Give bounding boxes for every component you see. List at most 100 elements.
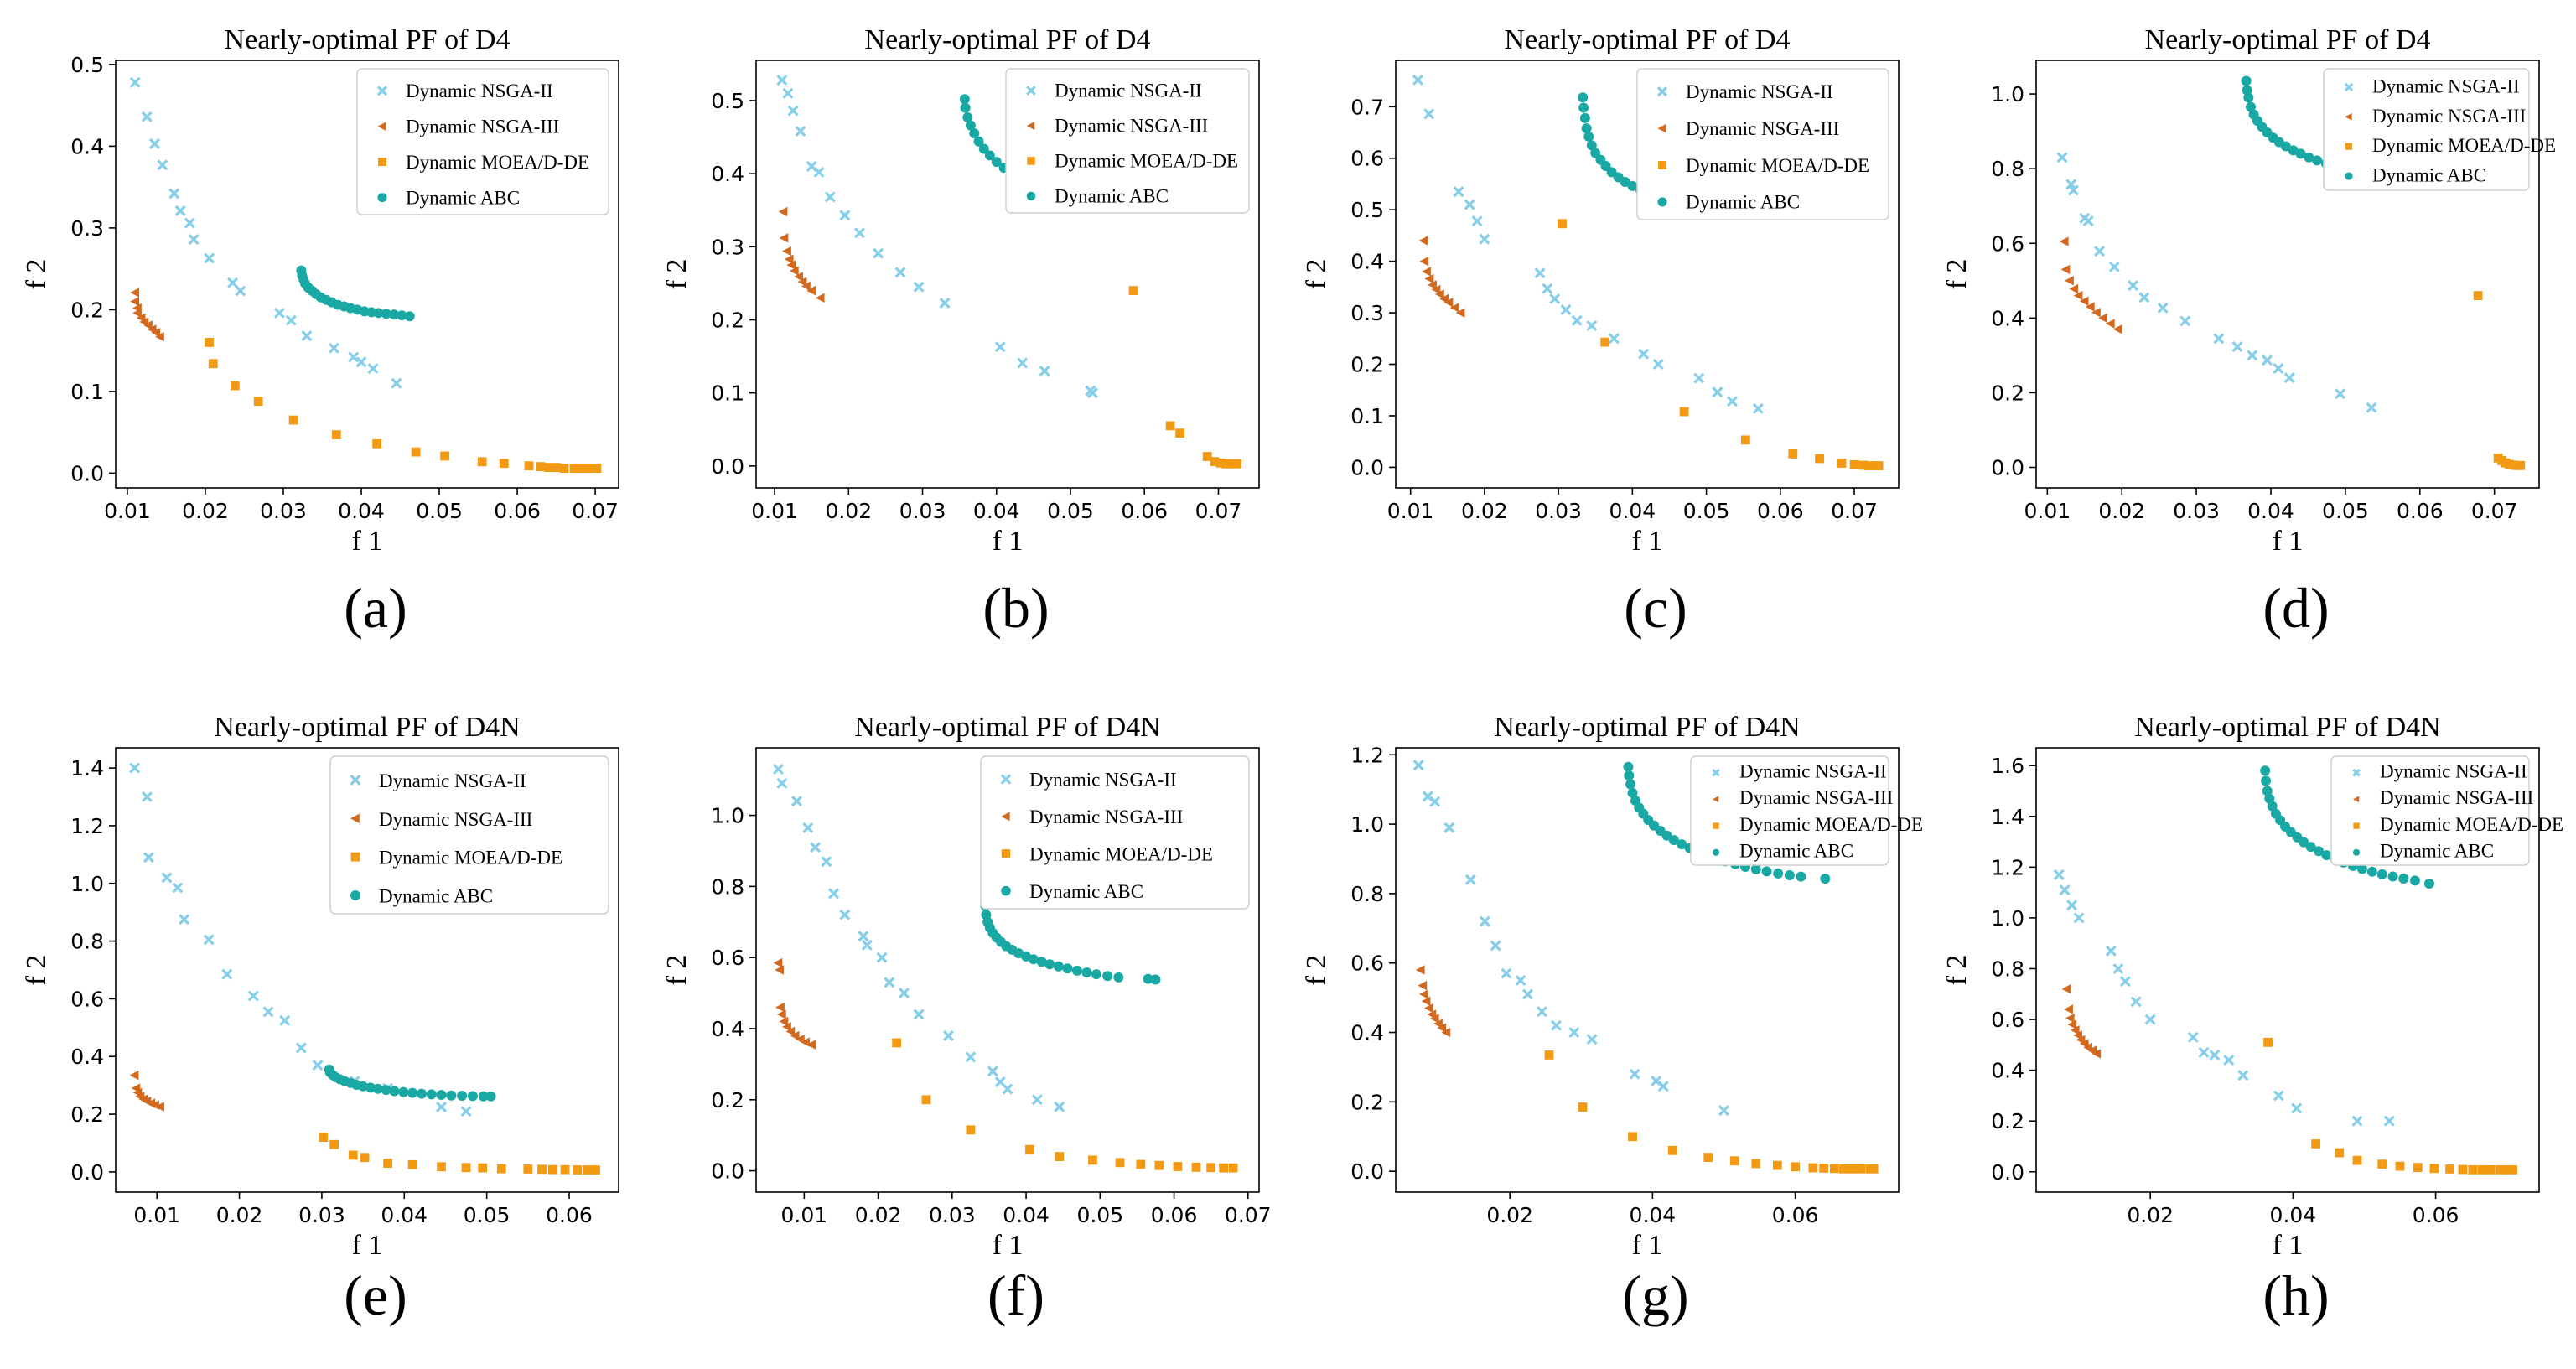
legend-box [1005,68,1250,214]
y-tick-label: 0.7 [1350,95,1384,119]
data-point [262,1006,274,1018]
data-point [2082,215,2094,227]
x-tick-label: 0.02 [825,499,872,523]
x-tick-label: 0.04 [2270,1203,2317,1227]
series-nsga3 [1415,965,1451,1038]
plot-frame [1395,747,1900,1193]
data-point [789,266,799,276]
data-point [2179,315,2191,327]
data-point [1143,973,1153,984]
data-point [790,796,803,807]
data-point [810,842,822,853]
chart-title: Nearly-optimal PF of D4 [225,24,511,55]
data-point [1443,822,1455,833]
data-point [973,136,984,147]
data-point [2112,962,2124,975]
data-point [2091,1049,2102,1059]
data-point [130,288,140,298]
data-point [2138,292,2150,303]
data-point [1534,267,1546,279]
legend-marker-nsga3 [1712,796,1719,803]
y-tick-label: 0.2 [1991,381,2024,405]
x-tick-label: 0.06 [1757,499,1804,523]
y-tick-label: 0.0 [1991,1160,2024,1185]
plot-frame [2035,60,2540,489]
data-point [2209,1049,2221,1060]
data-point [1210,457,1220,467]
data-point [467,1091,478,1102]
data-point [2264,793,2275,804]
legend-marker-abc [1712,848,1720,856]
y-tick-label: 0.3 [711,235,744,259]
plot-frame [2035,747,2540,1193]
legend-marker-nsga2 [1712,768,1720,777]
series-nsga2 [1412,760,1730,1117]
data-point [1542,283,1553,294]
data-point [2267,801,2278,812]
data-point [221,968,233,980]
data-point [1839,1164,1848,1174]
data-point [129,762,141,774]
data-point [1165,421,1175,431]
data-point [312,1060,324,1071]
data-point [776,777,788,789]
y-tick-label: 0.2 [70,298,104,322]
data-point [1791,1162,1800,1172]
legend-box [980,755,1250,910]
data-point [329,1139,339,1149]
x-tick-label: 0.07 [1831,499,1878,523]
y-tick-label: 1.0 [711,804,744,828]
data-point [991,157,1002,168]
data-point [1693,372,1705,384]
x-tick-label: 0.06 [1151,1203,1198,1227]
data-point [496,1164,506,1174]
data-point [2261,775,2272,786]
x-tick-label: 0.07 [1225,1203,1272,1227]
data-point [1455,308,1465,318]
data-point [383,1159,392,1168]
x-tick-label: 0.05 [1683,499,1730,523]
data-point [559,464,569,473]
data-point [1558,219,1567,229]
data-point [2073,912,2085,924]
data-point [1464,874,1476,885]
data-point [2061,984,2071,994]
x-axis-label: f 1 [2273,1230,2304,1261]
data-point [179,914,190,926]
data-point [2299,837,2309,848]
legend-label: Dynamic ABC [406,187,520,208]
data-point [913,1009,925,1020]
data-point [1815,454,1824,464]
data-point [2066,900,2078,911]
data-point [1173,1162,1183,1171]
panel-caption: (d) [2262,576,2329,640]
data-point [1856,1164,1866,1174]
data-point [478,1163,488,1173]
x-tick-label: 0.04 [1609,499,1656,523]
data-point [1784,869,1795,880]
data-point [536,462,546,472]
legend-label: Dynamic ABC [1029,881,1143,902]
x-tick-label: 0.06 [2397,499,2444,523]
data-point [1624,770,1635,781]
data-point [1657,1081,1669,1092]
data-point [1424,273,1434,284]
data-point [2356,863,2367,874]
data-point [1154,1160,1164,1170]
y-tick-label: 0.1 [711,381,744,406]
data-point [1081,967,1092,977]
data-point [129,1070,139,1081]
legend-label: Dynamic ABC [1739,841,1853,862]
y-tick-label: 1.0 [1991,82,2024,106]
y-tick-label: 0.0 [70,461,104,485]
x-tick-label: 0.05 [1076,1203,1123,1227]
data-point [2260,765,2271,776]
data-point [1206,1163,1216,1173]
y-tick-label: 0.2 [1350,1090,1384,1114]
data-point [204,252,215,264]
legend-label: Dynamic ABC [1055,185,1169,206]
data-point [2241,75,2252,86]
data-point [499,459,509,469]
data-point [2247,350,2258,361]
data-point [247,990,259,1002]
